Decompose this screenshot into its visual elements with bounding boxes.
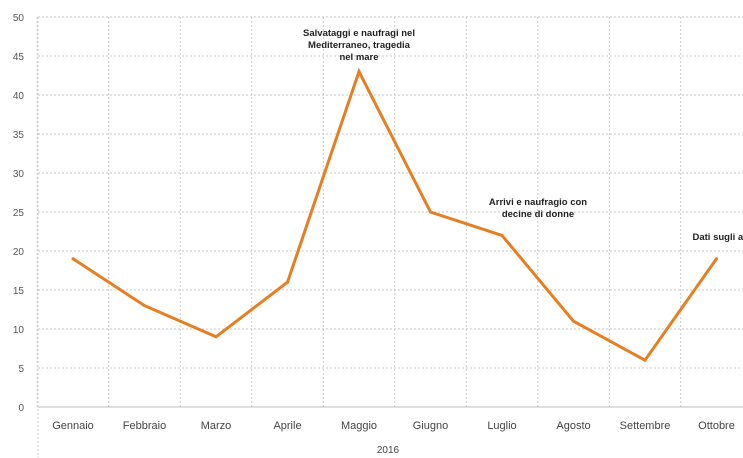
x-tick-label: Agosto xyxy=(556,420,590,432)
y-tick-label: 40 xyxy=(13,91,25,102)
y-tick-label: 10 xyxy=(13,325,25,336)
data-point xyxy=(429,210,432,214)
x-tick-label: Gennaio xyxy=(52,420,94,432)
data-point xyxy=(357,70,361,74)
data-point xyxy=(214,335,218,339)
annotation-line: Dati sugli arrivi in Italia xyxy=(693,232,743,243)
annotation: Dati sugli arrivi in Italia xyxy=(693,232,743,243)
x-tick-label: Giugno xyxy=(413,420,448,432)
x-tick-label: Febbraio xyxy=(123,420,166,432)
y-tick-label: 50 xyxy=(13,13,25,24)
gridlines xyxy=(36,16,743,458)
annotation-line: Mediterraneo, tragedia xyxy=(308,40,411,51)
x-tick-label: Settembre xyxy=(620,420,671,432)
y-tick-label: 0 xyxy=(18,403,24,414)
data-point xyxy=(286,280,289,284)
y-tick-label: 15 xyxy=(13,286,25,297)
x-axis-label: 2016 xyxy=(377,445,400,456)
x-tick-label: Luglio xyxy=(487,420,516,432)
annotation-line: decine di donne xyxy=(502,209,574,220)
data-point xyxy=(715,257,718,261)
data-point xyxy=(71,257,75,261)
y-tick-label: 35 xyxy=(13,130,25,141)
y-tick-label: 20 xyxy=(13,247,25,258)
y-tick-label: 25 xyxy=(13,208,25,219)
data-point xyxy=(572,319,575,323)
y-tick-label: 5 xyxy=(18,364,24,375)
data-point xyxy=(643,358,647,362)
x-tick-label: Maggio xyxy=(341,420,377,432)
x-tick-label: Ottobre xyxy=(698,420,735,432)
series-layer xyxy=(71,67,718,363)
series-line xyxy=(71,67,718,363)
y-tick-label: 30 xyxy=(13,169,25,180)
x-tick-label: Marzo xyxy=(201,420,232,432)
x-axis-categories: Gennaio Febbraio Marzo Aprile Maggio Giugno Lu… xyxy=(52,420,735,432)
y-axis-ticks: 0 5 10 15 20 25 30 35 40 45 50 xyxy=(13,13,25,414)
x-tick-label: Aprile xyxy=(273,420,301,432)
annotation-line: Salvataggi e naufragi nel xyxy=(303,28,415,39)
y-tick-label: 45 xyxy=(13,52,25,63)
annotation-line: nel mare xyxy=(339,52,378,63)
annotation-line: Arrivi e naufragio con xyxy=(489,197,587,208)
data-point xyxy=(500,233,504,237)
data-point xyxy=(143,304,146,308)
